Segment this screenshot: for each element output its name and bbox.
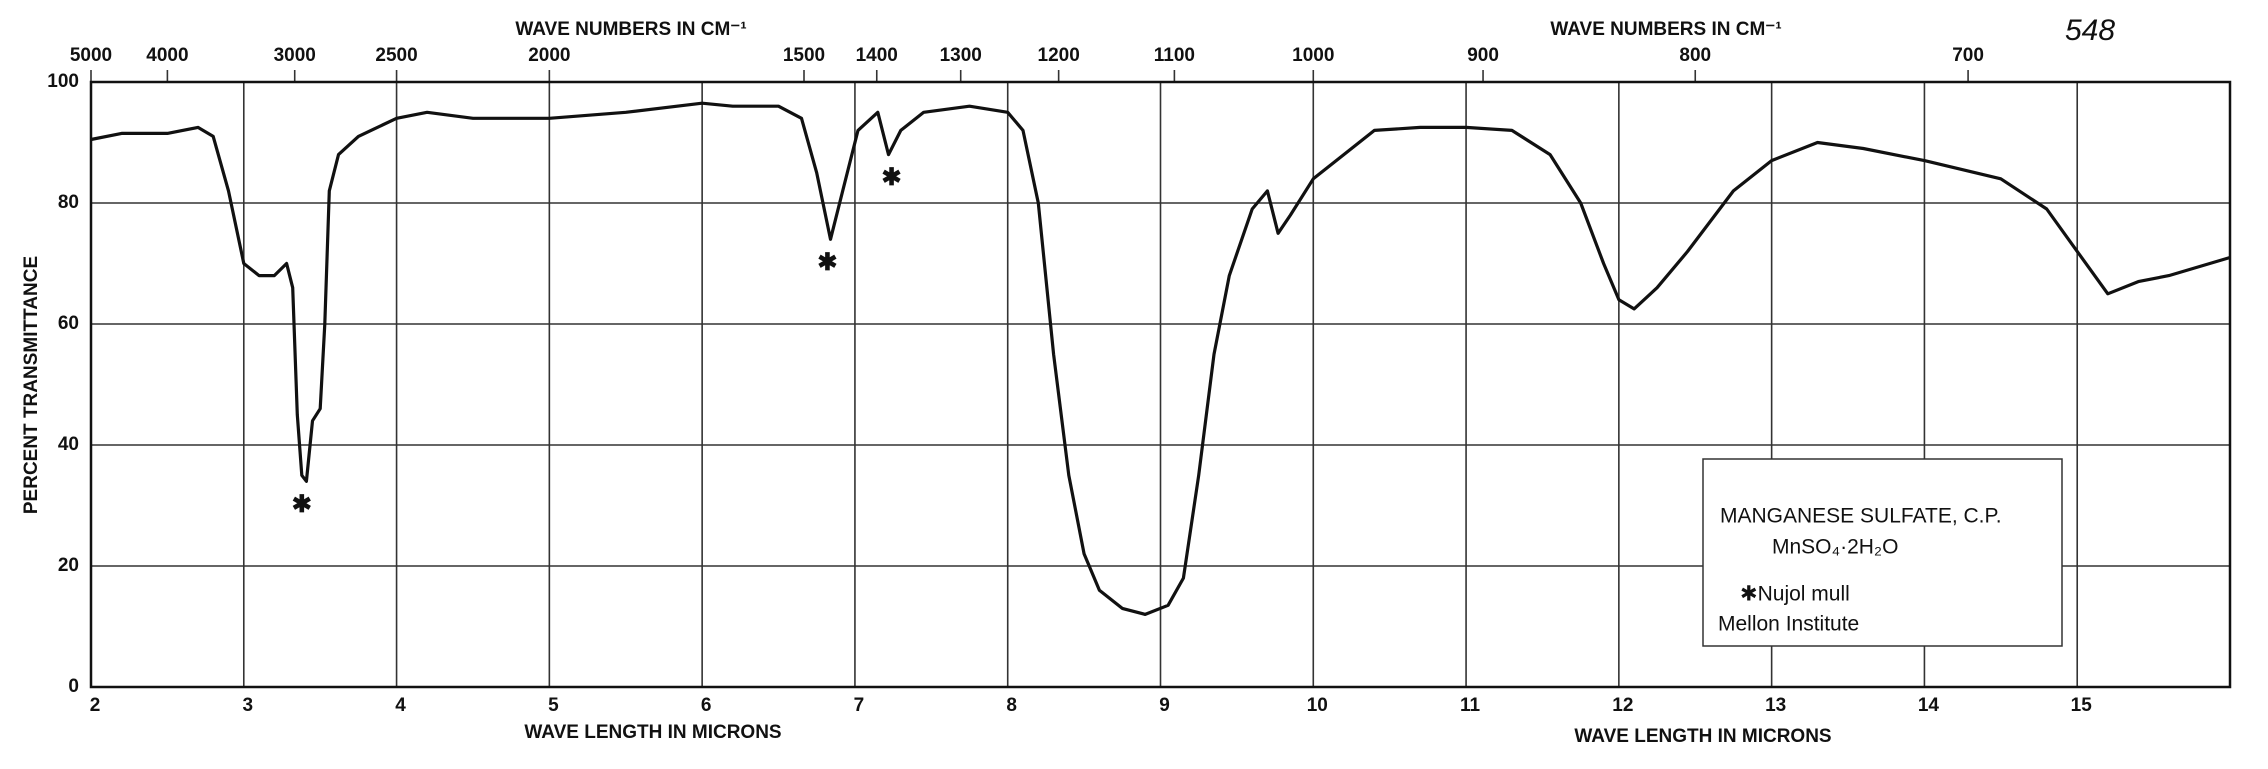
x2-tick-label: 700 bbox=[1952, 45, 1984, 66]
x-tick-label: 6 bbox=[701, 695, 712, 716]
y-tick-label: 60 bbox=[58, 313, 79, 334]
y-axis-label: PERCENT TRANSMITTANCE bbox=[21, 256, 42, 514]
y-tick-label: 100 bbox=[47, 71, 79, 92]
sample-box-frame bbox=[1702, 458, 2063, 647]
x-axis-label: WAVE LENGTH IN MICRONS bbox=[1574, 726, 1831, 747]
x2-tick-label: 2000 bbox=[528, 45, 570, 66]
x2-tick-label: 800 bbox=[1679, 45, 1711, 66]
x-tick-label: 9 bbox=[1159, 695, 1170, 716]
x-tick-label: 8 bbox=[1006, 695, 1017, 716]
x-axis-label: WAVE LENGTH IN MICRONS bbox=[524, 722, 781, 743]
page-number: 548 bbox=[2065, 14, 2115, 47]
x2-tick-label: 900 bbox=[1467, 45, 1499, 66]
y-tick-label: 20 bbox=[58, 555, 79, 576]
x-tick-label: 13 bbox=[1765, 695, 1786, 716]
x2-tick-label: 3000 bbox=[274, 45, 316, 66]
x2-tick-label: 2500 bbox=[375, 45, 417, 66]
x2-tick-label: 1000 bbox=[1292, 45, 1334, 66]
x-tick-label: 2 bbox=[90, 695, 101, 716]
x2-tick-label: 5000 bbox=[70, 45, 112, 66]
x-tick-label: 15 bbox=[2071, 695, 2093, 716]
annotation: ✱ bbox=[882, 164, 902, 191]
x-tick-label: 10 bbox=[1307, 695, 1328, 716]
x-tick-label: 12 bbox=[1612, 695, 1633, 716]
sample-box-line: Mellon Institute bbox=[1718, 613, 1859, 636]
x2-tick-label: 1100 bbox=[1154, 45, 1195, 66]
x2-axis-label: WAVE NUMBERS IN CM⁻¹ bbox=[515, 19, 746, 40]
sample-box-line: ✱Nujol mull bbox=[1740, 583, 1850, 606]
x-tick-label: 3 bbox=[242, 695, 253, 716]
sample-box-line: MnSO₄·2H₂O bbox=[1772, 536, 1898, 559]
x-tick-label: 14 bbox=[1918, 695, 1940, 716]
x2-axis-label: WAVE NUMBERS IN CM⁻¹ bbox=[1550, 19, 1781, 40]
sample-box-line: MANGANESE SULFATE, C.P. bbox=[1720, 505, 2002, 528]
x2-tick-label: 1500 bbox=[783, 45, 825, 66]
spectrum-line bbox=[90, 101, 2231, 616]
x-tick-label: 7 bbox=[854, 695, 865, 716]
x2-tick-label: 1400 bbox=[856, 45, 898, 66]
x-tick-label: 11 bbox=[1460, 695, 1481, 716]
x-tick-label: 5 bbox=[548, 695, 559, 716]
y-tick-label: 80 bbox=[58, 192, 79, 213]
x2-tick-label: 4000 bbox=[146, 45, 188, 66]
plot-frame bbox=[89, 80, 2232, 689]
x2-tick-label: 1200 bbox=[1038, 45, 1080, 66]
y-tick-label: 0 bbox=[68, 676, 79, 697]
y-tick-label: 40 bbox=[58, 434, 79, 455]
annotation: ✱ bbox=[292, 491, 312, 518]
annotation: ✱ bbox=[817, 249, 837, 276]
x2-tick-label: 1300 bbox=[940, 45, 982, 66]
x-tick-label: 4 bbox=[395, 695, 406, 716]
sample-box: MANGANESE SULFATE, C.P. MnSO₄·2H₂O ✱Nujol … bbox=[1702, 458, 2063, 647]
